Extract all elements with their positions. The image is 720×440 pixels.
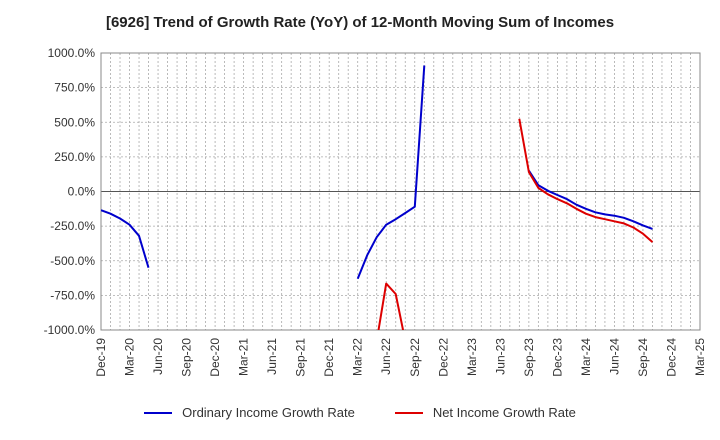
legend-label-ordinary: Ordinary Income Growth Rate <box>182 405 355 420</box>
plot-frame <box>100 52 701 331</box>
x-tick-label: Sep-24 <box>636 338 650 377</box>
x-tick-label: Dec-22 <box>436 338 450 377</box>
legend-item-net: Net Income Growth Rate <box>394 405 576 420</box>
x-tick-label: Dec-23 <box>550 338 564 377</box>
x-tick-label: Mar-22 <box>351 338 365 376</box>
y-tick-label: -750.0% <box>50 288 95 302</box>
x-tick-label: Mar-25 <box>693 338 707 376</box>
x-tick-label: Sep-22 <box>408 338 422 377</box>
legend-swatch-net <box>394 411 423 414</box>
y-tick-label: -1000.0% <box>44 323 96 337</box>
x-tick-label: Jun-21 <box>265 338 279 375</box>
x-tick-label: Mar-24 <box>579 338 593 376</box>
y-tick-label: 1000.0% <box>48 46 96 60</box>
x-tick-label: Dec-21 <box>322 338 336 377</box>
y-tick-label: 250.0% <box>54 150 95 164</box>
series-layer <box>101 65 654 330</box>
x-tick-label: Dec-24 <box>664 338 678 377</box>
series-line-ordinary-income <box>528 170 653 230</box>
x-tick-label: Jun-24 <box>607 338 621 375</box>
series-line-ordinary-income <box>356 65 426 280</box>
legend-swatch-ordinary <box>144 411 173 414</box>
y-tick-label: 500.0% <box>54 115 95 129</box>
x-tick-label: Mar-23 <box>465 338 479 376</box>
grid-layer <box>100 52 701 331</box>
x-tick-label: Dec-20 <box>208 338 222 377</box>
x-tick-label: Mar-20 <box>123 338 137 376</box>
x-tick-label: Dec-19 <box>94 338 108 377</box>
x-tick-label: Jun-23 <box>493 338 507 375</box>
x-tick-label: Mar-21 <box>237 338 251 376</box>
legend-label-net: Net Income Growth Rate <box>432 405 576 420</box>
x-tick-label: Sep-21 <box>294 338 308 377</box>
x-tick-label: Sep-20 <box>180 338 194 377</box>
x-tick-label: Sep-23 <box>522 338 536 377</box>
y-tick-label: -250.0% <box>50 219 95 233</box>
legend-item-ordinary: Ordinary Income Growth Rate <box>144 405 355 420</box>
x-tick-label: Jun-20 <box>151 338 165 375</box>
series-line-net-income <box>518 118 654 243</box>
y-tick-label: -500.0% <box>50 254 95 268</box>
y-tick-label: 750.0% <box>54 81 95 95</box>
x-tick-label: Jun-22 <box>379 338 393 375</box>
axis-layer: 1000.0% 750.0% 500.0% 250.0% 0.0% -250.0% -500… <box>44 46 707 377</box>
chart-title: [6926] Trend of Growth Rate (YoY) of 12-… <box>105 14 615 31</box>
legend: Ordinary Income Growth Rate Net Income G… <box>0 405 720 420</box>
series-line-ordinary-income <box>101 209 150 268</box>
y-tick-label: 0.0% <box>68 185 96 199</box>
series-line-net-income <box>377 282 405 330</box>
